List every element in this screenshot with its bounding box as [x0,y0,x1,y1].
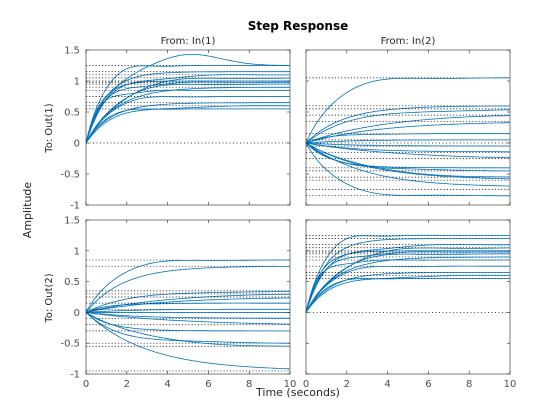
response-curve [305,142,511,147]
response-curve [85,74,290,144]
response-curve [305,77,510,144]
response-curve [305,250,510,313]
x-tick-label: 10 [284,379,297,390]
y-tick-label: 1.5 [64,216,80,227]
response-curve [85,291,290,313]
axes-frame [305,219,511,375]
response-curve [85,102,290,144]
input-label-2: From: In(2) [381,36,436,47]
y-tick-label: -0.5 [60,170,80,181]
subplot-out2-in1: -1 -0.5 0 0.5 1 1.5 0 2 4 6 8 10 [60,216,296,391]
x-tick-label: 8 [466,379,472,390]
response-curve [305,142,510,159]
response-curve [85,312,290,347]
response-curve [305,109,510,144]
y-tick-label: 1 [74,77,80,88]
response-curve [305,265,510,313]
y-tick-label: 0 [74,139,80,150]
response-curve [305,142,510,178]
response-curve [85,312,290,332]
response-curve [305,142,510,153]
response-curve [85,81,290,144]
y-tick-label: 0.5 [64,108,80,119]
chart-title: Step Response [248,19,348,33]
response-curve [85,96,290,144]
axes-frame [305,49,511,206]
response-curve [85,80,290,144]
response-curve [85,312,290,370]
input-label-1: From: In(1) [161,36,216,47]
axes-frame [85,49,291,206]
response-curve [305,259,510,313]
response-curve [85,312,290,325]
response-curve [305,253,510,313]
x-tick-label: 4 [384,379,390,390]
response-curve [305,247,510,313]
response-curve [305,256,510,313]
response-curve [305,133,510,144]
subplot-out2-in2: 0 2 4 6 8 10 [303,219,517,390]
response-curve [305,122,511,144]
response-curve [85,259,290,313]
y-tick-label: -1 [70,370,80,381]
response-curve [85,89,290,144]
response-curve [305,278,510,313]
response-curve [85,77,290,144]
y-tick-label: 0.5 [64,277,80,288]
y-tick-label: -1 [70,201,80,212]
response-curve [305,142,511,187]
response-curve [85,266,290,313]
response-curve [85,297,290,313]
response-curve [85,312,290,319]
response-curve [85,108,290,144]
response-curve [85,302,290,313]
y-tick-label: 0 [74,308,80,319]
response-curve-overshoot [85,54,290,144]
x-axis-label: Time (seconds) [255,386,340,399]
subplot-out1-in1: -1 -0.5 0 0.5 1 1.5 [60,46,291,212]
x-tick-label: 4 [164,379,170,390]
response-curve [85,65,290,144]
response-curve [305,244,510,313]
x-tick-label: 0 [303,379,309,390]
x-tick-label: 6 [425,379,431,390]
response-curve [305,105,511,144]
response-curve [305,142,510,197]
x-tick-label: 2 [124,379,130,390]
y-tick-label: -0.5 [60,339,80,350]
output-label-1: To: Out(1) [44,103,55,153]
response-curve [305,272,510,313]
response-curve [85,105,290,144]
response-curve [305,142,511,180]
subplot-out1-in2 [305,49,511,206]
y-tick-label: 1 [74,246,80,257]
response-curve [85,86,290,144]
x-tick-label: 0 [83,379,89,390]
y-axis-label: Amplitude [21,182,34,239]
response-curve [85,308,290,313]
response-curve [305,238,510,313]
output-label-2: To: Out(2) [44,273,55,323]
response-curve [305,234,510,313]
response-curve [305,115,510,144]
response-curve [305,142,510,172]
x-tick-label: 6 [205,379,211,390]
response-curve [85,83,290,144]
x-tick-label: 2 [344,379,350,390]
x-tick-label: 8 [246,379,252,390]
subplot-grid: -1 -0.5 0 0.5 1 1.5 -1 -0.5 0 0.5 1 1.5 0 2 4 6 8 10 0 2 4 6 8… [60,46,516,391]
x-tick-label: 10 [504,379,517,390]
response-curve [85,312,290,344]
response-curve [305,274,510,313]
response-curve [305,139,510,144]
response-curve [305,251,510,313]
y-tick-label: 1.5 [64,46,80,57]
